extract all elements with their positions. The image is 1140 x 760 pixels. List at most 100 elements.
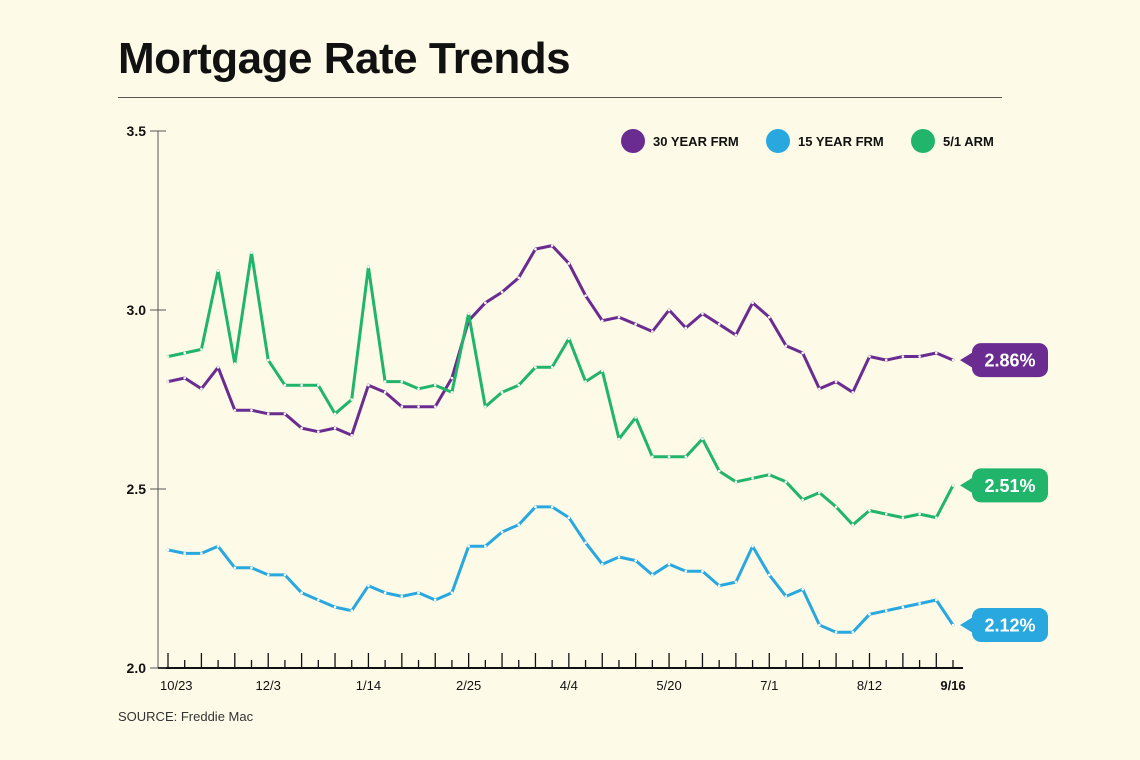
data-point: [333, 412, 337, 416]
data-point: [550, 244, 554, 247]
x-tick-label: 4/4: [560, 678, 578, 693]
data-point: [567, 262, 571, 265]
data-point: [634, 559, 637, 562]
data-point: [651, 573, 654, 577]
y-tick-label: 2.5: [127, 481, 147, 497]
data-point: [617, 555, 621, 559]
data-point: [717, 584, 721, 587]
data-point: [784, 344, 788, 348]
data-point: [484, 301, 487, 305]
data-point: [250, 251, 253, 255]
data-point: [550, 505, 554, 509]
data-point: [233, 566, 237, 570]
data-point: [317, 430, 320, 434]
chart-axes: 2.0 2.5 3.0 3.5 10/23 12/3 1/14 2/25 4/4 5/20 7/1 8…: [127, 123, 966, 693]
x-tick-label: 10/23: [160, 678, 193, 693]
data-point: [651, 330, 654, 333]
data-point: [684, 570, 688, 573]
data-point: [667, 308, 671, 312]
data-point: [868, 509, 871, 512]
data-point: [868, 355, 871, 358]
data-point: [851, 630, 855, 634]
series-layer: [166, 244, 955, 634]
end-label-pointer: [960, 352, 973, 369]
y-tick-label: 3.5: [127, 123, 147, 139]
data-point: [266, 573, 270, 577]
data-point: [367, 383, 370, 387]
data-point: [634, 416, 637, 419]
data-point: [400, 405, 404, 408]
data-point: [550, 365, 554, 369]
data-point: [367, 584, 370, 587]
data-point: [350, 398, 354, 401]
data-point: [600, 319, 604, 323]
legend-item-15-year-frm: 15 YEAR FRM: [766, 129, 884, 153]
data-point: [383, 391, 387, 394]
data-point: [467, 544, 470, 548]
data-point: [450, 391, 454, 394]
data-point: [868, 613, 871, 616]
data-point: [400, 380, 404, 383]
data-point: [584, 380, 587, 383]
data-point: [484, 405, 487, 408]
data-point: [333, 605, 337, 609]
data-point: [250, 566, 253, 570]
x-tick-label: 7/1: [760, 678, 778, 693]
data-point: [884, 358, 888, 362]
x-tick-label: 2/25: [456, 678, 481, 693]
end-label-box: [972, 608, 1048, 643]
data-point: [584, 294, 587, 297]
legend: 30 YEAR FRM 15 YEAR FRM 5/1 ARM: [621, 129, 994, 153]
data-point: [534, 247, 537, 251]
data-point: [667, 562, 671, 566]
data-point: [216, 365, 220, 369]
legend-item-5-1-arm: 5/1 ARM: [911, 129, 994, 153]
data-point: [433, 383, 437, 387]
data-point: [467, 312, 470, 315]
series-30-year-frm: [166, 244, 955, 437]
data-point: [417, 591, 420, 595]
data-point: [283, 573, 287, 577]
data-point: [884, 512, 888, 516]
data-point: [951, 484, 955, 487]
data-point: [417, 387, 420, 391]
series-5-1-arm: [166, 251, 955, 527]
data-point: [951, 623, 955, 627]
data-point: [300, 591, 303, 595]
y-tick-label: 3.0: [127, 302, 147, 318]
data-point: [250, 408, 253, 412]
end-label-5-1-arm: 2.51%: [960, 468, 1048, 503]
data-point: [567, 516, 571, 519]
data-point: [701, 570, 704, 573]
data-point: [717, 469, 721, 473]
data-point: [634, 323, 637, 326]
data-point: [200, 552, 203, 555]
data-point: [317, 383, 320, 387]
data-point: [200, 348, 203, 351]
data-point: [701, 437, 704, 441]
data-point: [801, 498, 804, 502]
end-labels: 2.86% 2.12% 2.51%: [960, 343, 1048, 643]
data-point: [350, 434, 354, 437]
data-point: [651, 455, 654, 459]
data-point: [200, 387, 203, 391]
legend-item-30-year-frm: 30 YEAR FRM: [621, 129, 739, 153]
data-point: [233, 362, 237, 366]
data-point: [233, 408, 237, 412]
data-point: [600, 369, 604, 373]
data-point: [166, 548, 170, 552]
data-point: [851, 523, 855, 527]
data-point: [801, 351, 804, 355]
legend-swatch: [621, 129, 645, 153]
data-point: [934, 598, 938, 602]
data-point: [734, 333, 738, 337]
data-point: [617, 315, 621, 319]
data-point: [818, 387, 821, 391]
data-point: [818, 491, 821, 494]
data-point: [500, 391, 504, 394]
end-label-15-year-frm: 2.12%: [960, 608, 1048, 643]
data-point: [851, 391, 855, 394]
data-point: [367, 265, 370, 269]
data-point: [383, 380, 387, 383]
data-point: [383, 591, 387, 595]
